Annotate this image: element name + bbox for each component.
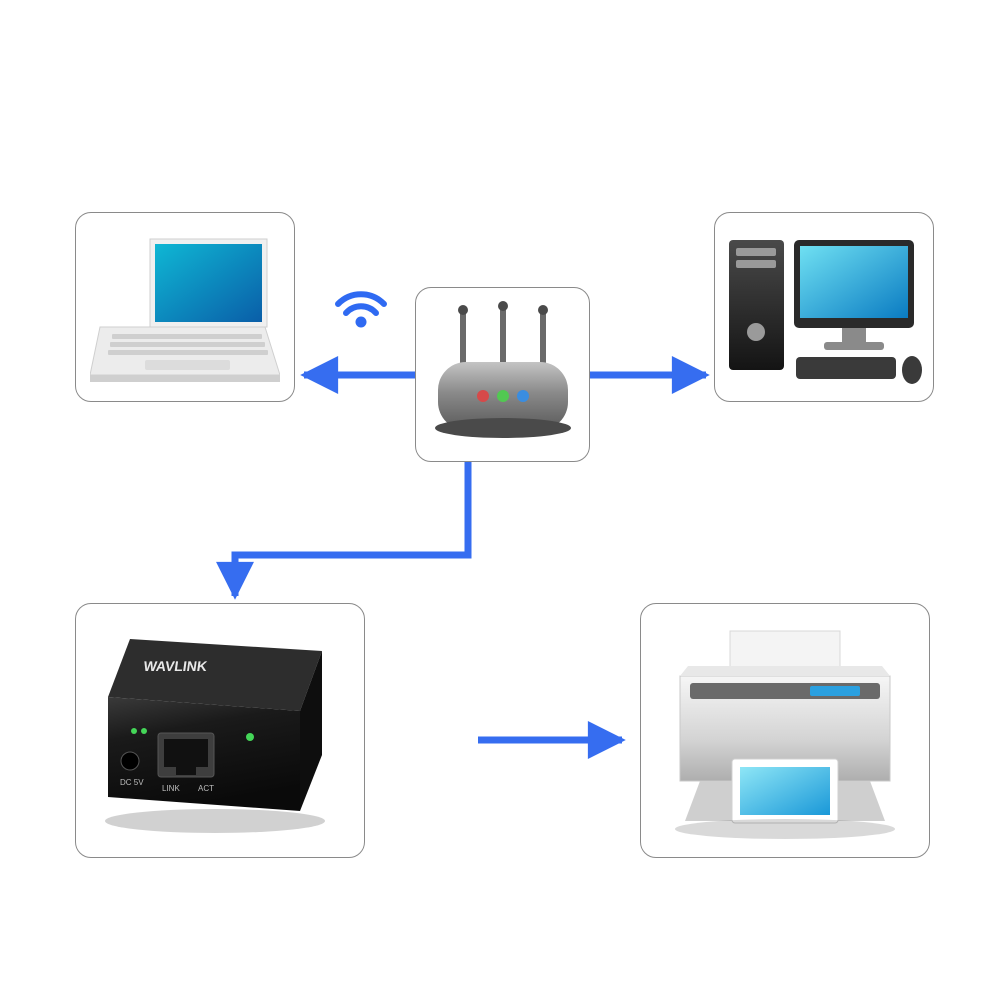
edge-router-to-printserver [235,462,468,596]
edges-layer [0,0,1000,1000]
